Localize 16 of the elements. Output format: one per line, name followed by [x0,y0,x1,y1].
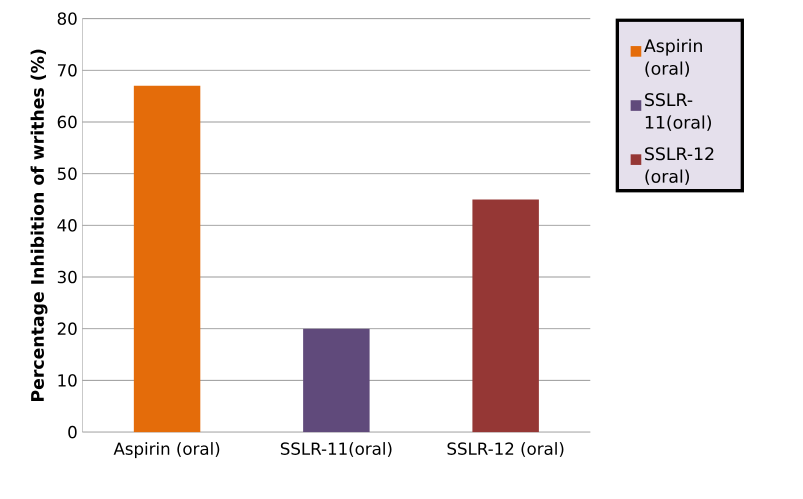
x-tick-label: SSLR-12 (oral) [448,442,564,458]
y-tick-label: 70 [58,64,77,77]
x-tick-label: Aspirin (oral) [114,442,220,458]
y-tick-label: 30 [58,270,77,284]
y-tick-label: 50 [58,168,77,180]
y-axis-title: Percentage Inhibition of writhes (%) [30,50,48,402]
y-tick-label: 40 [57,219,77,232]
y-tick-label: 80 [58,12,77,26]
y-tick-label: 20 [58,322,77,336]
legend-label: SSLR-12 (oral) [645,147,714,186]
legend-label: SSLR-11(oral) [645,93,711,132]
legend-label: Aspirin (oral) [644,39,702,78]
y-tick-label: 10 [58,374,77,387]
x-tick-label: SSLR-11(oral) [280,442,392,458]
y-tick-label: 60 [58,116,77,128]
y-tick-label: 0 [68,426,77,439]
